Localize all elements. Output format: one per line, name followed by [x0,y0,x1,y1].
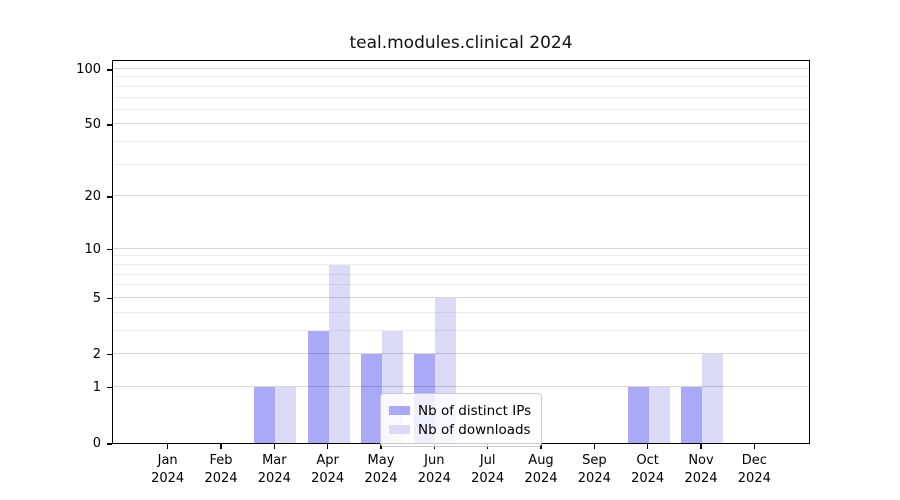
x-tick-label-oct: Oct 2024 [631,453,665,486]
bar-nov-ips [681,386,702,443]
y-tick-label-1: 1 [92,379,101,395]
legend-label-downloads: Nb of downloads [418,421,531,438]
legend-swatch-distinct-ips [389,406,410,415]
bar-may-ips [361,353,382,443]
y-tick-label-2: 2 [92,346,101,362]
y-tick-label-20: 20 [84,189,101,205]
x-tick-mark-feb [220,444,222,449]
bar-apr-downloads [328,264,350,443]
bar-nov-downloads [702,353,723,443]
x-tick-mark-sep [593,444,596,449]
x-tick-label-jun: Jun 2024 [417,453,451,486]
y-tick-mark-20 [107,196,112,198]
bars-layer [113,61,809,443]
legend: Nb of distinct IPs Nb of downloads [380,393,543,447]
x-tick-mark-apr [326,444,329,449]
y-tick-label-10: 10 [84,241,101,257]
y-tick-label-5: 5 [92,290,101,306]
y-tick-mark-100 [107,69,112,71]
y-tick-label-0: 0 [92,436,101,451]
legend-entry-distinct-ips: Nb of distinct IPs [389,401,531,420]
y-tick-mark-50 [107,124,112,126]
x-tick-label-apr: Apr 2024 [311,453,345,486]
x-tick-label-jul: Jul 2024 [471,453,505,486]
bar-mar-ips [254,386,276,443]
x-tick-mark-aug [540,444,542,449]
plot-area: Nb of distinct IPs Nb of downloads [112,60,810,447]
chart-title: teal.modules.clinical 2024 [349,33,573,53]
x-tick-mark-may [380,444,382,449]
x-tick-mark-jan [166,444,169,449]
x-tick-label-sep: Sep 2024 [577,453,611,486]
bar-oct-downloads [648,386,670,443]
x-tick-label-nov: Nov 2024 [684,453,718,486]
x-tick-mark-oct [646,444,649,449]
y-tick-mark-1 [107,386,112,389]
x-tick-mark-dec [753,444,756,449]
legend-entry-downloads: Nb of downloads [389,420,531,439]
x-tick-label-feb: Feb 2024 [204,453,238,486]
legend-swatch-downloads [389,425,410,434]
y-tick-label-50: 50 [84,117,101,133]
x-tick-mark-nov [700,444,702,449]
x-tick-label-may: May 2024 [364,453,398,486]
bar-oct-ips [627,386,649,443]
y-tick-label-100: 100 [76,62,101,77]
x-tick-mark-mar [273,444,276,449]
x-tick-label-jan: Jan 2024 [151,453,185,486]
y-tick-mark-5 [107,297,112,300]
legend-label-distinct-ips: Nb of distinct IPs [418,402,532,419]
x-tick-label-dec: Dec 2024 [737,453,771,486]
bar-apr-ips [307,330,329,443]
x-tick-label-aug: Aug 2024 [524,453,558,486]
bar-mar-downloads [275,386,297,443]
y-tick-mark-2 [107,353,112,356]
y-tick-mark-0 [107,443,112,445]
y-tick-mark-10 [107,248,112,251]
x-tick-label-mar: Mar 2024 [257,453,291,486]
